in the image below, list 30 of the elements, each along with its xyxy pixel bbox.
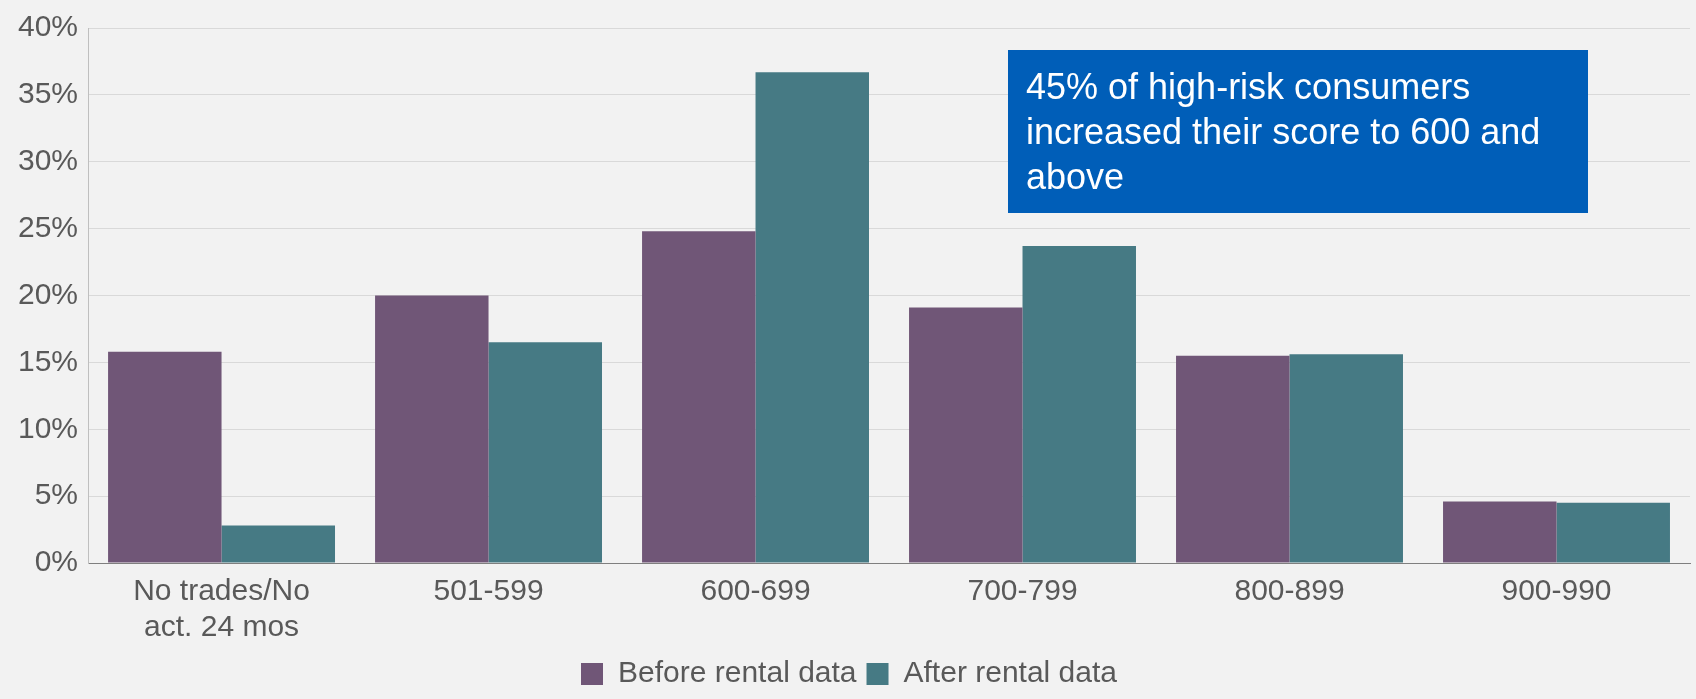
y-tick-label: 5% <box>34 477 79 511</box>
x-tick-label: No trades/No act. 24 mos <box>133 573 310 643</box>
y-tick-label: 15% <box>18 343 79 377</box>
bar <box>755 72 869 563</box>
bar <box>1443 501 1557 563</box>
bar <box>1289 354 1403 563</box>
bar <box>642 231 756 563</box>
y-tick-label: 35% <box>18 76 79 110</box>
bar <box>375 295 489 563</box>
bar <box>221 525 336 563</box>
bar <box>909 307 1023 563</box>
legend-label: After rental data <box>903 655 1118 689</box>
bar <box>1176 355 1290 563</box>
annotation: 45% of high-risk consumers increased their score to 600 and above <box>1008 50 1588 213</box>
y-tick-label: 0% <box>34 544 79 578</box>
x-tick-label: 900-990 <box>1501 573 1612 607</box>
y-tick-label: 20% <box>18 276 79 310</box>
y-tick-label: 30% <box>18 143 79 177</box>
x-tick-label: 800-899 <box>1234 573 1345 607</box>
x-tick-label: 501-599 <box>433 573 544 607</box>
bar <box>1556 502 1670 563</box>
y-tick-label: 25% <box>18 209 79 243</box>
x-tick-label: 600-699 <box>700 573 811 607</box>
y-tick-label: 10% <box>18 410 79 444</box>
bar <box>488 342 603 563</box>
bar <box>1022 246 1136 563</box>
bar <box>108 351 222 563</box>
y-tick-label: 40% <box>18 9 79 43</box>
x-tick-label: 700-799 <box>967 573 1078 607</box>
legend-label: Before rental data <box>618 655 857 689</box>
